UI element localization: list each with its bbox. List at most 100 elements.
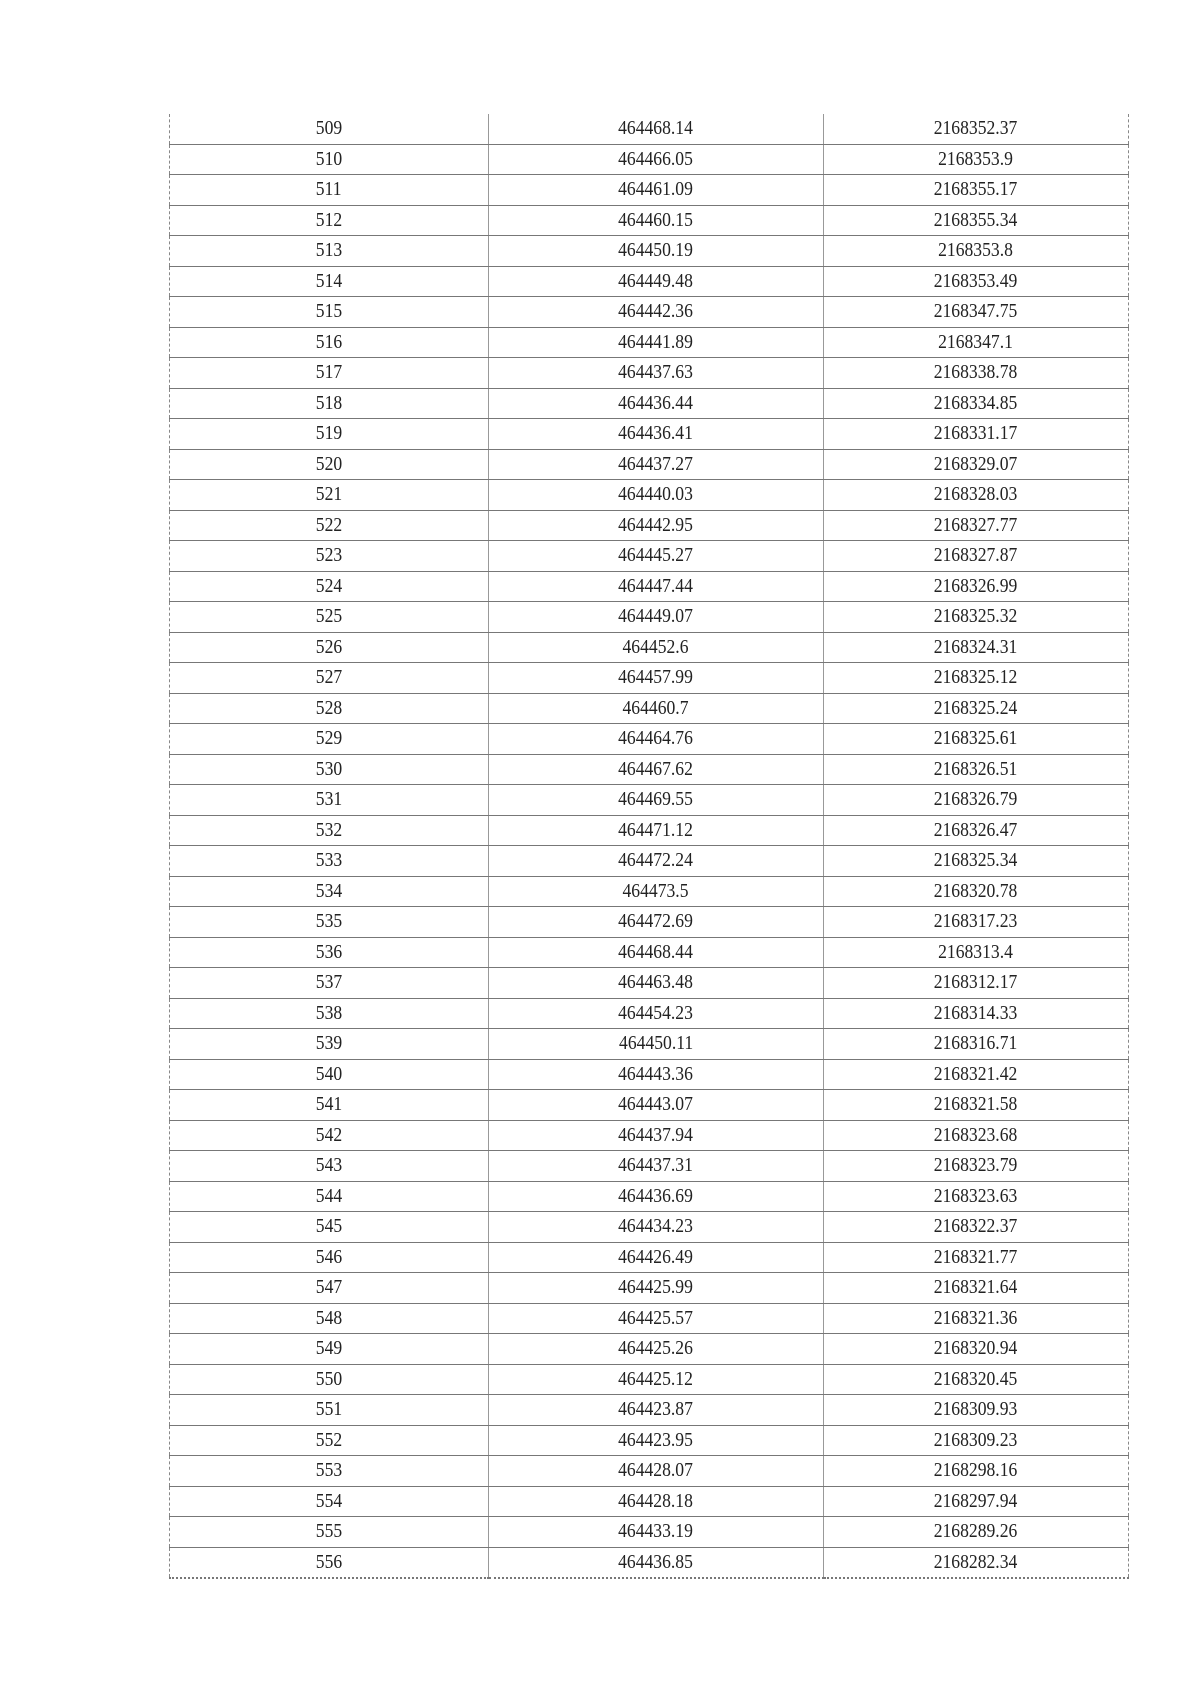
table-row: 537 464463.48 2168312.17 [168, 967, 1130, 999]
table-row: 532 464471.12 2168326.47 [168, 814, 1130, 846]
y-coordinate: 2168320.78 [933, 879, 1018, 902]
table-row: 514 464449.48 2168353.49 [168, 265, 1130, 297]
point-number: 536 [315, 940, 343, 963]
x-coordinate: 464469.55 [618, 788, 694, 811]
point-number: 525 [315, 605, 343, 628]
y-coordinate: 2168331.17 [933, 422, 1018, 445]
x-coordinate-cell: 464469.55 [488, 784, 824, 816]
x-coordinate: 464452.6 [622, 635, 689, 658]
y-coordinate: 2168323.79 [933, 1154, 1018, 1177]
point-number-cell: 521 [168, 479, 490, 511]
x-coordinate: 464443.07 [618, 1093, 694, 1116]
table-row: 554 464428.18 2168297.94 [168, 1485, 1130, 1517]
y-coordinate-cell: 2168321.42 [823, 1058, 1130, 1090]
y-coordinate-cell: 2168334.85 [823, 387, 1130, 419]
table-row: 533 464472.24 2168325.34 [168, 845, 1130, 877]
y-coordinate: 2168314.33 [933, 1001, 1018, 1024]
x-coordinate: 464436.44 [618, 391, 694, 414]
x-coordinate-cell: 464425.99 [488, 1272, 824, 1304]
table-row: 523 464445.27 2168327.87 [168, 540, 1130, 572]
x-coordinate-cell: 464436.69 [488, 1180, 824, 1212]
y-coordinate-cell: 2168325.24 [823, 692, 1130, 724]
point-number: 535 [315, 910, 343, 933]
point-number-cell: 528 [168, 692, 490, 724]
y-coordinate-cell: 2168324.31 [823, 631, 1130, 663]
table-row: 534 464473.5 2168320.78 [168, 875, 1130, 907]
x-coordinate: 464436.69 [618, 1184, 694, 1207]
y-coordinate: 2168325.34 [933, 849, 1018, 872]
y-coordinate-cell: 2168325.34 [823, 845, 1130, 877]
y-coordinate-cell: 2168321.77 [823, 1241, 1130, 1273]
y-coordinate-cell: 2168325.32 [823, 601, 1130, 633]
x-coordinate-cell: 464436.44 [488, 387, 824, 419]
y-coordinate: 2168316.71 [933, 1032, 1018, 1055]
point-number-cell: 530 [168, 753, 490, 785]
y-coordinate: 2168321.42 [933, 1062, 1018, 1085]
y-coordinate-cell: 2168316.71 [823, 1028, 1130, 1060]
table-row: 552 464423.95 2168309.23 [168, 1424, 1130, 1456]
y-coordinate: 2168321.36 [933, 1306, 1018, 1329]
point-number: 521 [315, 483, 343, 506]
point-number-cell: 520 [168, 448, 490, 480]
x-coordinate-cell: 464423.95 [488, 1424, 824, 1456]
x-coordinate: 464450.19 [618, 239, 694, 262]
point-number: 556 [315, 1550, 343, 1573]
x-coordinate-cell: 464460.7 [488, 692, 824, 724]
point-number-cell: 525 [168, 601, 490, 633]
y-coordinate-cell: 2168297.94 [823, 1485, 1130, 1517]
point-number-cell: 554 [168, 1485, 490, 1517]
x-coordinate-cell: 464472.24 [488, 845, 824, 877]
y-coordinate: 2168334.85 [933, 391, 1018, 414]
x-coordinate: 464425.99 [618, 1276, 694, 1299]
x-coordinate-cell: 464450.19 [488, 235, 824, 267]
table-row: 543 464437.31 2168323.79 [168, 1150, 1130, 1182]
x-coordinate: 464472.24 [618, 849, 694, 872]
table-row: 536 464468.44 2168313.4 [168, 936, 1130, 968]
point-number-cell: 538 [168, 997, 490, 1029]
x-coordinate: 464428.07 [618, 1459, 694, 1482]
table-row: 512 464460.15 2168355.34 [168, 204, 1130, 236]
point-number-cell: 509 [168, 114, 490, 145]
point-number-cell: 519 [168, 418, 490, 450]
point-number: 516 [315, 330, 343, 353]
y-coordinate-cell: 2168325.61 [823, 723, 1130, 755]
x-coordinate-cell: 464436.85 [488, 1546, 824, 1579]
point-number-cell: 552 [168, 1424, 490, 1456]
point-number-cell: 515 [168, 296, 490, 328]
x-coordinate: 464450.11 [618, 1032, 693, 1055]
y-coordinate-cell: 2168298.16 [823, 1455, 1130, 1487]
x-coordinate: 464433.19 [618, 1520, 694, 1543]
y-coordinate: 2168321.64 [933, 1276, 1018, 1299]
point-number-cell: 516 [168, 326, 490, 358]
y-coordinate-cell: 2168320.78 [823, 875, 1130, 907]
table-row: 509 464468.14 2168352.37 [168, 114, 1130, 145]
table-row: 538 464454.23 2168314.33 [168, 997, 1130, 1029]
x-coordinate-cell: 464449.07 [488, 601, 824, 633]
y-coordinate-cell: 2168328.03 [823, 479, 1130, 511]
table-row: 542 464437.94 2168323.68 [168, 1119, 1130, 1151]
table-row: 522 464442.95 2168327.77 [168, 509, 1130, 541]
table-row: 525 464449.07 2168325.32 [168, 601, 1130, 633]
point-number-cell: 513 [168, 235, 490, 267]
y-coordinate: 2168338.78 [933, 361, 1018, 384]
point-number: 532 [315, 818, 343, 841]
table-row: 547 464425.99 2168321.64 [168, 1272, 1130, 1304]
x-coordinate-cell: 464461.09 [488, 174, 824, 206]
point-number-cell: 517 [168, 357, 490, 389]
point-number-cell: 531 [168, 784, 490, 816]
point-number-cell: 532 [168, 814, 490, 846]
point-number: 514 [315, 269, 343, 292]
point-number: 546 [315, 1245, 343, 1268]
x-coordinate: 464463.48 [618, 971, 694, 994]
y-coordinate-cell: 2168309.23 [823, 1424, 1130, 1456]
point-number-cell: 526 [168, 631, 490, 663]
y-coordinate: 2168323.63 [933, 1184, 1018, 1207]
point-number-cell: 518 [168, 387, 490, 419]
x-coordinate: 464442.95 [618, 513, 694, 536]
x-coordinate-cell: 464437.63 [488, 357, 824, 389]
point-number: 553 [315, 1459, 343, 1482]
x-coordinate-cell: 464445.27 [488, 540, 824, 572]
table-row: 544 464436.69 2168323.63 [168, 1180, 1130, 1212]
point-number-cell: 540 [168, 1058, 490, 1090]
x-coordinate: 464464.76 [618, 727, 694, 750]
